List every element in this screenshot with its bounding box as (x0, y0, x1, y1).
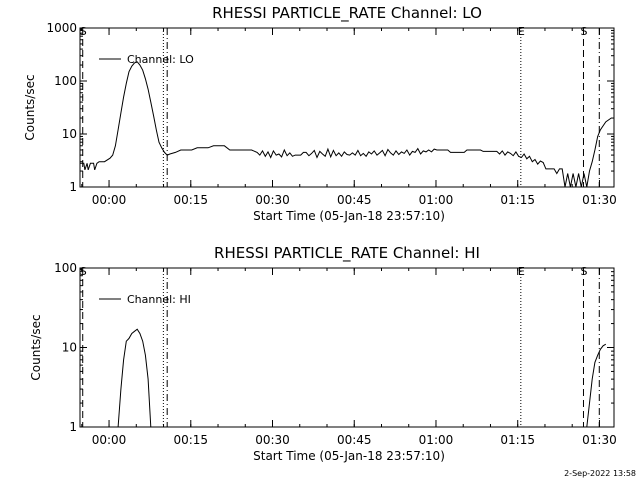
y-tick-label: 100 (54, 261, 77, 275)
chart-title: RHESSI PARTICLE_RATE Channel: HI (214, 244, 480, 263)
chart-panel-lo: RHESSI PARTICLE_RATE Channel: LO 1 10 100 10… (23, 4, 617, 223)
y-tick-label: 10 (62, 341, 77, 355)
y-tick-label: 10 (62, 127, 77, 141)
legend-label: Channel: LO (127, 53, 194, 66)
footer-timestamp: 2-Sep-2022 13:58 (564, 469, 636, 478)
event-marker-label: S (580, 25, 587, 38)
x-tick-label: 01:00 (419, 193, 454, 207)
x-tick-label: 00:15 (173, 433, 208, 447)
chart-title: RHESSI PARTICLE_RATE Channel: LO (212, 4, 482, 23)
x-tick-label: 00:30 (255, 193, 290, 207)
x-tick-label: 01:30 (582, 193, 617, 207)
plot-frame (79, 267, 615, 428)
y-tick-label: 100 (54, 74, 77, 88)
x-tick-label: 00:00 (92, 433, 127, 447)
x-tick-label: 00:45 (337, 193, 372, 207)
event-marker-label: S (580, 265, 587, 278)
data-series-line (117, 328, 152, 428)
x-axis-title: Start Time (05-Jan-18 23:57:10) (253, 209, 445, 223)
x-tick-label: 01:15 (500, 193, 535, 207)
x-tick-label: 01:30 (582, 433, 617, 447)
y-tick-label: 1000 (46, 21, 77, 35)
plot-frame (79, 27, 615, 188)
x-axis-title: Start Time (05-Jan-18 23:57:10) (253, 449, 445, 463)
x-tick-label: 01:00 (419, 433, 454, 447)
x-tick-label: 00:00 (92, 193, 127, 207)
x-tick-label: 01:15 (500, 433, 535, 447)
legend-label: Channel: HI (127, 293, 191, 306)
data-series-line (80, 61, 612, 188)
y-tick-label: 1 (69, 420, 77, 434)
event-marker-label: S (80, 265, 87, 278)
y-axis-title: Counts/sec (29, 314, 43, 380)
x-tick-label: 00:15 (173, 193, 208, 207)
y-axis-title: Counts/sec (23, 74, 37, 140)
event-marker-label: E (518, 25, 525, 38)
event-marker-label: S (80, 25, 87, 38)
x-tick-label: 00:45 (337, 433, 372, 447)
data-series-line (586, 343, 607, 428)
chart-panel-hi: RHESSI PARTICLE_RATE Channel: HI 1 10 100 00… (29, 244, 617, 463)
y-tick-label: 1 (69, 180, 77, 194)
x-tick-label: 00:30 (255, 433, 290, 447)
event-marker-label: E (518, 265, 525, 278)
